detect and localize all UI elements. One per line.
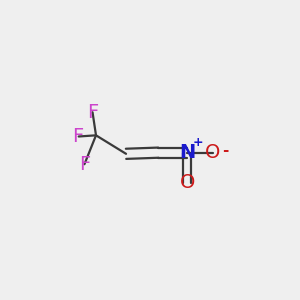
Text: F: F [87, 103, 98, 122]
Text: O: O [180, 173, 195, 192]
Text: -: - [222, 143, 228, 158]
Text: F: F [79, 155, 90, 174]
Text: +: + [193, 136, 204, 149]
Text: O: O [205, 143, 220, 162]
Text: N: N [179, 143, 195, 162]
Text: F: F [72, 127, 83, 146]
